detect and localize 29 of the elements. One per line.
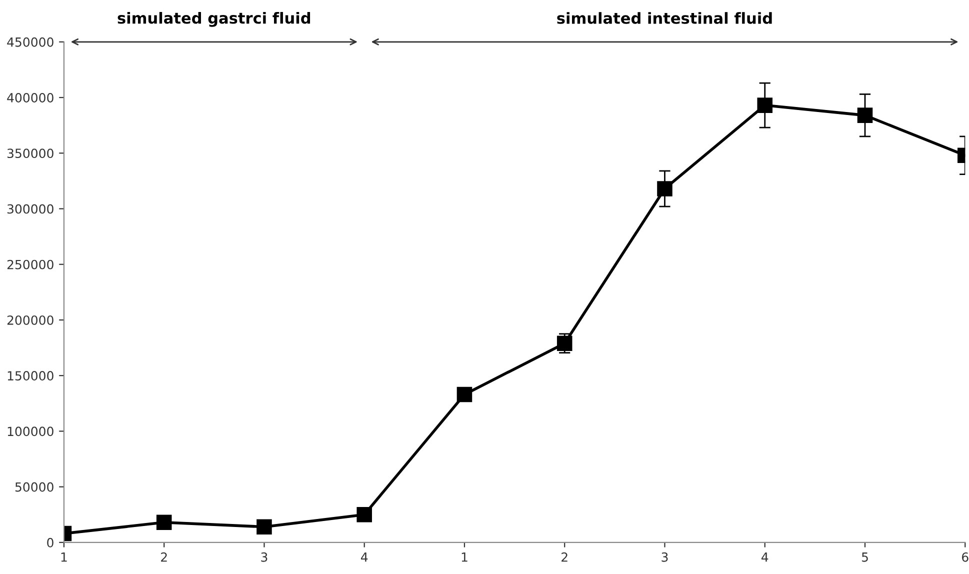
point [757, 98, 773, 113]
point [256, 519, 272, 534]
point [356, 506, 372, 522]
y-tick-label: 0 [47, 538, 54, 548]
y-tick-label: 100000 [8, 426, 54, 436]
y-tick-label: 350000 [7, 148, 54, 158]
y-tick-label: 50000 [15, 482, 54, 492]
text: simulated intestinal fluid [557, 12, 772, 24]
x-tick-label: 4 [360, 552, 368, 562]
x-tick-label: 2 [562, 552, 568, 562]
point [657, 181, 672, 196]
y-tick-label: 250000 [7, 260, 54, 270]
x-tick-label: 3 [662, 552, 668, 562]
text: simulated gastrci fluid [118, 12, 310, 27]
point [556, 336, 572, 351]
y-tick-label: 150000 [8, 371, 54, 381]
x-tick-label: 5 [862, 552, 868, 562]
point [156, 514, 172, 530]
y-tick-label: 450000 [7, 37, 54, 47]
point [857, 108, 873, 123]
x-tick-label: 1 [61, 552, 67, 562]
x-tick-label: 3 [261, 552, 268, 562]
y-tick-label: 200000 [7, 315, 54, 325]
x-tick-label: 6 [962, 552, 968, 562]
y-tick-label: 400000 [7, 92, 54, 102]
y-tick-label: 300000 [7, 204, 54, 214]
x-tick-label: 4 [762, 552, 768, 562]
x-tick-label: 1 [462, 552, 468, 562]
x-tick-label: 2 [161, 552, 167, 562]
